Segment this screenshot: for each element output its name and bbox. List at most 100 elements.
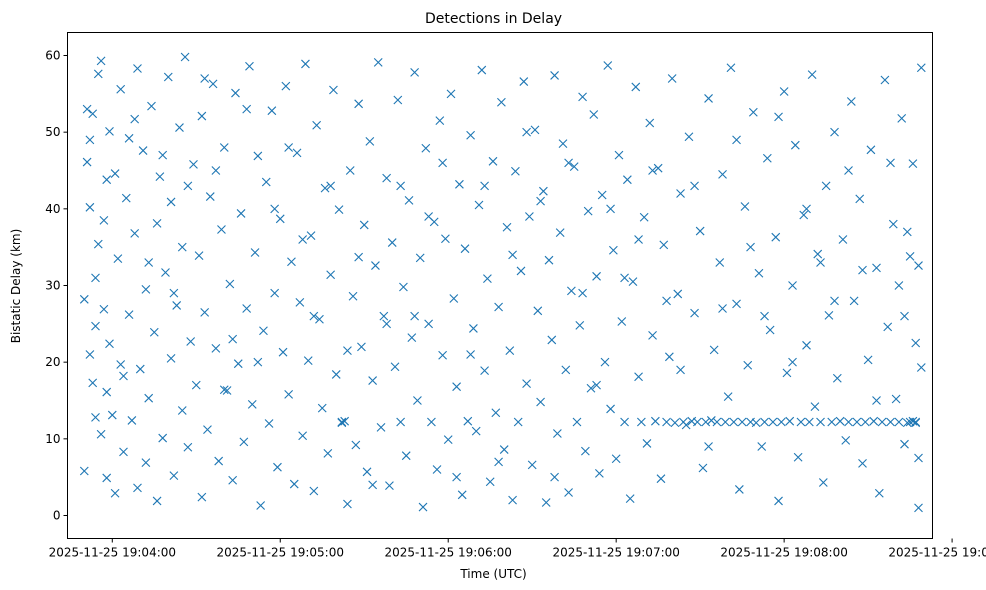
data-point [900,439,909,449]
data-point [894,281,904,290]
data-point [614,150,624,160]
y-tick-label: 10 [45,432,60,446]
data-point [799,210,809,220]
data-point [466,350,475,359]
x-tick-label: 2025-11-25 19:07:00 [552,546,679,560]
data-point [645,118,655,128]
x-axis-ticks: 2025-11-25 19:04:00 2025-11-25 19:05:00 20… [49,538,986,560]
data-point [219,385,229,395]
data-point [373,58,383,67]
data-point [211,343,221,353]
data-point [121,193,131,203]
data-point [533,306,543,316]
data-point [788,357,797,367]
data-point [564,488,573,497]
data-point [821,181,831,191]
data-point [172,301,182,310]
data-point [261,177,271,187]
data-point [256,501,266,510]
y-tick-label: 30 [45,279,60,293]
data-point [225,279,235,289]
data-point [541,498,551,507]
data-point [816,417,825,427]
data-point [790,140,800,150]
data-point [275,214,285,224]
data-point [247,399,257,409]
data-point [407,333,417,343]
y-axis-ticks: 0 10 20 30 40 50 60 [45,49,68,523]
data-point [620,417,629,427]
data-point [718,169,727,179]
data-point [608,245,618,255]
data-point [676,189,685,198]
data-point [852,417,862,427]
data-point [648,330,657,340]
data-point [622,175,632,185]
data-point [477,65,487,75]
data-point [144,258,154,267]
data-point [309,486,319,496]
x-tick-label: 2025-11-25 19:04:00 [49,546,176,560]
data-point [82,157,92,167]
data-point [905,251,915,261]
data-point [331,370,341,379]
data-point [480,366,489,375]
data-point [166,197,176,207]
data-point [653,163,663,173]
data-point [704,442,713,451]
data-point [96,56,106,66]
data-point [163,72,173,82]
data-point [138,146,148,155]
data-point [396,181,406,191]
data-point [116,84,126,94]
data-point [242,304,252,313]
data-point [284,143,294,152]
y-tick-label: 0 [53,509,61,523]
data-point [396,417,406,427]
data-point [536,196,545,206]
data-point [144,393,154,403]
data-point [197,111,207,121]
data-point [155,172,165,182]
data-point [858,458,867,468]
data-point [522,127,531,137]
data-point [813,249,823,259]
data-point [421,143,431,153]
data-point [572,417,582,427]
data-point [650,416,660,426]
data-point [211,166,221,175]
data-point [706,416,716,425]
data-point [147,101,156,111]
data-point [480,181,489,191]
data-point [446,89,456,99]
data-point [401,451,411,461]
data-point [886,158,895,168]
data-point [130,114,140,124]
data-point [217,225,226,234]
data-point [371,261,380,270]
data-point [107,410,117,420]
data-point [239,437,249,447]
data-point [93,239,103,249]
data-point [673,289,683,299]
data-point [776,417,786,427]
data-point [253,151,263,161]
data-point [762,153,772,163]
data-point [872,263,881,273]
data-point [760,311,769,321]
data-point [734,485,744,494]
data-point [88,378,98,388]
data-point [441,234,450,244]
data-point [804,417,814,427]
data-point [869,416,879,426]
data-point [636,417,646,427]
data-point [583,206,593,216]
data-point [228,475,238,485]
data-point [242,104,252,114]
data-point [782,368,792,378]
data-point [916,63,926,73]
x-tick-label: 2025-11-25 19:09:00 [888,546,986,560]
data-point [835,416,845,426]
data-point [116,360,126,369]
